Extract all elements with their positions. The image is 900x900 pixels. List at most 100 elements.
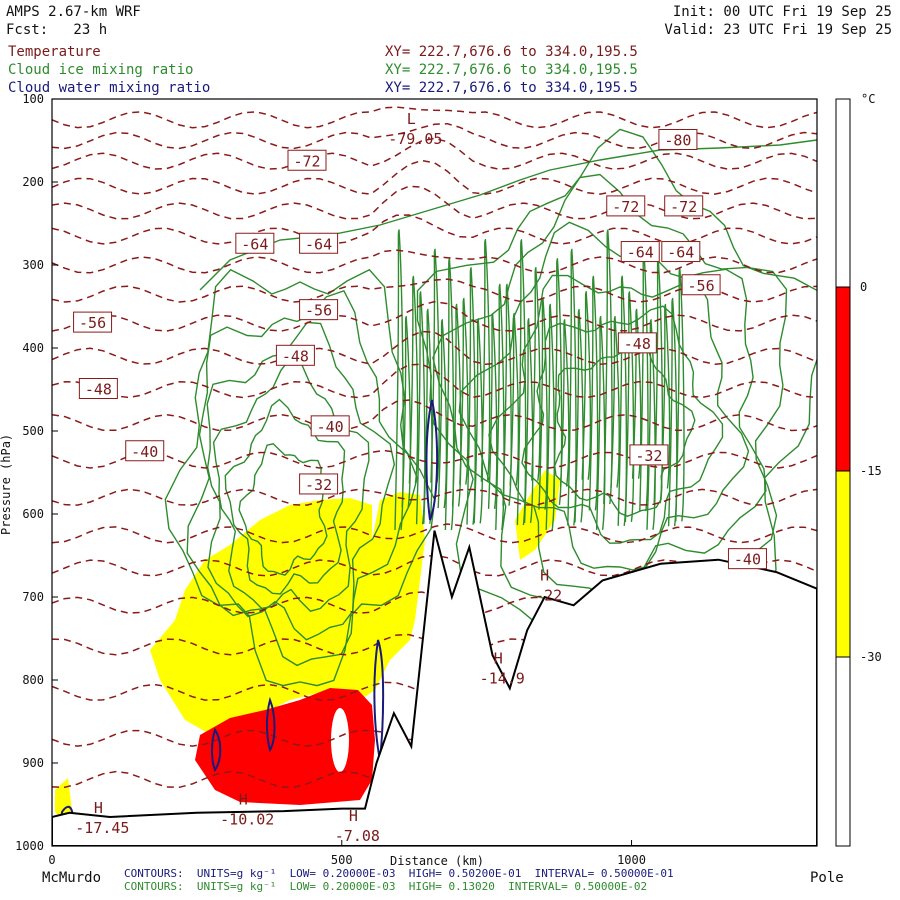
yellow-shading-left — [55, 778, 72, 820]
colorbar-band-yellow — [835, 470, 851, 658]
white-hole — [331, 708, 349, 772]
cloud-ice-contour-left — [238, 443, 328, 576]
temperature-label: -64 — [627, 244, 654, 262]
x-left-endpoint: McMurdo — [42, 870, 101, 886]
cloud-ice-spike — [502, 283, 512, 506]
cloud-ice-spike — [415, 291, 426, 525]
extrema-value: -17.45 — [75, 819, 129, 837]
y-tick-label: 500 — [22, 424, 44, 438]
temperature-label: -48 — [624, 335, 651, 353]
temperature-label: -80 — [664, 132, 691, 150]
extrema-kind: H — [94, 799, 103, 817]
contour-info-water: CONTOURS: UNITS=g kg⁻¹ LOW= 0.20000E-03 … — [124, 867, 674, 880]
extrema-kind: H — [494, 649, 503, 667]
temperature-label: -32 — [305, 476, 332, 494]
cloud-ice-contour-left — [212, 356, 370, 612]
colorbar-tick-15: -15 — [860, 464, 882, 478]
yellow-shading-right — [515, 470, 560, 560]
temperature-label-box — [235, 232, 275, 254]
temperature-label: -64 — [241, 235, 268, 253]
temperature-label: -56 — [305, 302, 332, 320]
y-tick-label: 900 — [22, 756, 44, 770]
x-axis-title: Distance (km) — [390, 854, 484, 868]
y-axis: 100 200 300 400 500 600 700 800 900 1000 — [15, 92, 58, 853]
cloud-ice-contour-left — [206, 321, 396, 641]
contour-info-ice: CONTOURS: UNITS=g kg⁻¹ LOW= 0.20000E-03 … — [124, 880, 648, 893]
temperature-label-box — [606, 195, 646, 217]
temperature-contour-line — [52, 363, 817, 399]
temperature-label-box — [287, 149, 327, 171]
temperature-label-box — [727, 548, 767, 570]
temperature-contour-line — [52, 106, 817, 129]
temperature-labels: -80 -72 -72 -72 -64 -64 -64 -64 -56 -56 -56 -48 -48 -… — [73, 129, 767, 570]
cloud-ice-spike — [516, 239, 527, 526]
cloud-ice-spike — [430, 248, 440, 483]
extrema-value: -14.9 — [480, 669, 525, 687]
colorbar-band-bottom — [835, 656, 851, 847]
cloud-ice-spike — [459, 297, 469, 485]
x-axis: 0 500 1000 — [48, 840, 646, 867]
cloud-ice-spike — [408, 275, 419, 484]
temperature-label: -48 — [282, 347, 309, 365]
y-axis-title: Pressure (hPa) — [0, 434, 13, 535]
temperature-label-box — [629, 444, 669, 466]
colorbar-band-red — [835, 286, 851, 472]
cloud-ice-spike — [552, 258, 563, 505]
temperature-label-box — [661, 241, 701, 263]
legend-cloud-water-xy: XY= 222.7,676.6 to 334.0,195.5 — [385, 80, 638, 96]
colorbar: °C 0 -15 -30 — [835, 92, 882, 847]
temperature-label: -32 — [635, 447, 662, 465]
cloud-ice-spike — [444, 258, 455, 531]
y-tick-label: 300 — [22, 258, 44, 272]
legend-cloud-water: Cloud water mixing ratio — [8, 80, 211, 96]
extrema-kind: H — [239, 791, 248, 809]
temperature-label-box — [664, 195, 704, 217]
temperature-label: -64 — [667, 244, 694, 262]
temperature-label-box — [620, 241, 660, 263]
cloud-ice-spike — [581, 291, 592, 480]
legend-temperature-xy: XY= 222.7,676.6 to 334.0,195.5 — [385, 44, 638, 60]
forecast-hour: Fcst: 23 h — [6, 22, 108, 38]
y-tick-label: 400 — [22, 341, 44, 355]
y-tick-label: 800 — [22, 673, 44, 687]
temperature-label-box — [299, 473, 339, 495]
temperature-label: -40 — [734, 551, 761, 569]
temperature-contour-line — [52, 300, 817, 332]
y-tick-label: 700 — [22, 590, 44, 604]
temperature-label: -56 — [79, 314, 106, 332]
temperature-contour-line — [52, 214, 817, 245]
temperature-contour-line — [52, 137, 817, 170]
x-tick-label: 1000 — [617, 853, 646, 867]
temperature-label-box — [125, 440, 165, 462]
temperature-label-box — [681, 274, 721, 296]
temperature-label-box — [275, 344, 315, 366]
legend-cloud-ice-xy: XY= 222.7,676.6 to 334.0,195.5 — [385, 62, 638, 78]
colorbar-unit: °C — [861, 92, 875, 106]
cloud-ice-spike — [567, 248, 577, 526]
cloud-ice-spike — [487, 312, 498, 509]
model-title: AMPS 2.67-km WRF — [6, 4, 141, 20]
temperature-label-box — [658, 129, 698, 150]
legend-temperature: Temperature — [8, 44, 101, 60]
extrema-kind: L — [407, 110, 416, 128]
extrema-value: -22 — [535, 586, 562, 604]
cloud-ice-spike — [660, 303, 671, 489]
colorbar-band-top — [835, 98, 851, 288]
temperature-label-box — [617, 332, 657, 354]
temperature-label-box — [73, 311, 113, 333]
cloud-ice-spike — [559, 319, 570, 487]
extrema-markers: L -79.05 H -22 H -14.9 H -17.45 H -10.02 H -7.08 — [75, 110, 562, 845]
temperature-label: -72 — [612, 198, 639, 216]
y-tick-label: 600 — [22, 507, 44, 521]
temperature-label: -64 — [305, 235, 332, 253]
temperature-label: -72 — [293, 152, 320, 170]
cloud-ice-spike — [466, 267, 476, 525]
temperature-label-box — [310, 415, 350, 437]
x-tick-label: 0 — [48, 853, 55, 867]
temperature-label: -40 — [131, 443, 158, 461]
cloud-ice-contour-left — [186, 289, 418, 667]
extrema-value: -79.05 — [388, 130, 442, 148]
extrema-kind: H — [349, 807, 358, 825]
temperature-contour-line — [52, 159, 817, 195]
